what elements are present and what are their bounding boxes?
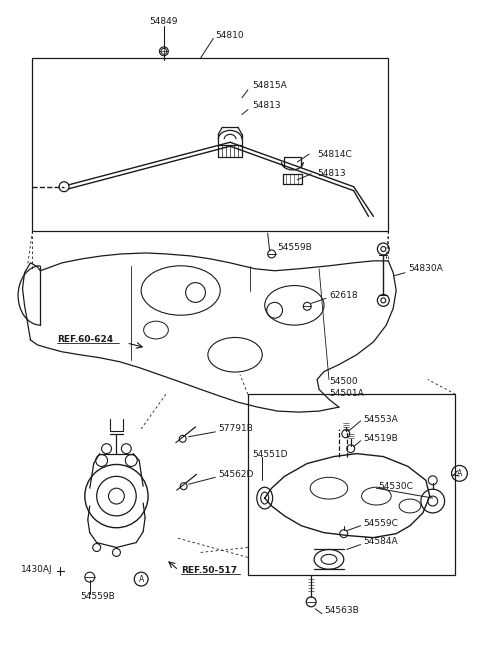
Bar	[33, 58, 388, 231]
Text: 54584A: 54584A	[363, 537, 398, 546]
Text: 54519B: 54519B	[363, 434, 398, 444]
Text: 62618: 62618	[329, 291, 358, 300]
Text: 54813: 54813	[252, 101, 280, 110]
Text: 1430AJ: 1430AJ	[21, 564, 52, 574]
Text: 54553A: 54553A	[363, 415, 398, 424]
Text: 54501A: 54501A	[329, 389, 364, 398]
Text: A: A	[139, 574, 144, 584]
Text: 54562D: 54562D	[218, 470, 253, 479]
Text: 54814C: 54814C	[317, 150, 352, 158]
Text: 54559B: 54559B	[80, 593, 115, 601]
Text: 54849: 54849	[149, 17, 178, 26]
Text: REF.60-624: REF.60-624	[57, 335, 113, 345]
Text: REF.50-517: REF.50-517	[180, 566, 237, 574]
Bar	[248, 394, 456, 575]
Text: 54810: 54810	[216, 31, 244, 40]
Text: 54559B: 54559B	[277, 242, 312, 252]
Text: 54551D: 54551D	[252, 450, 288, 459]
Text: 54830A: 54830A	[408, 265, 443, 273]
Text: 54500: 54500	[329, 377, 358, 386]
Text: A: A	[457, 469, 462, 478]
Text: 54815A: 54815A	[252, 81, 287, 90]
Text: 54813: 54813	[317, 170, 346, 178]
Text: 54559C: 54559C	[363, 519, 398, 528]
Text: 57791B: 57791B	[218, 424, 253, 434]
Text: 54563B: 54563B	[324, 607, 359, 615]
Text: 54530C: 54530C	[378, 482, 413, 491]
